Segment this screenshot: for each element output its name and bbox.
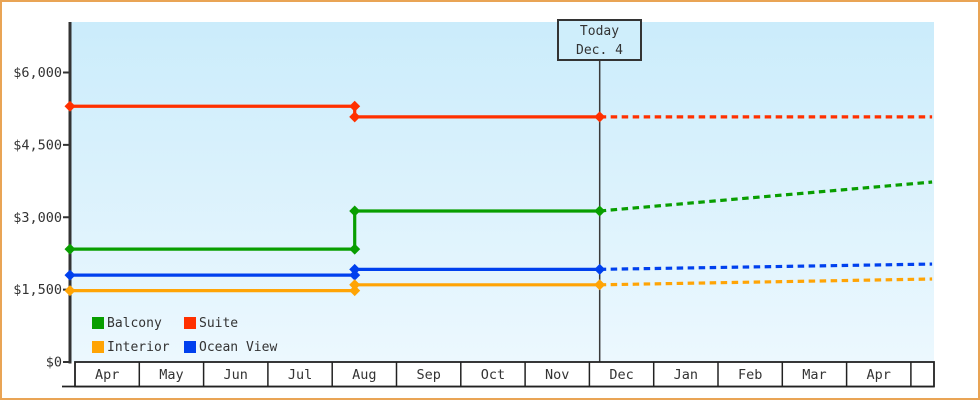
month-label: Apr	[867, 367, 891, 383]
month-label: Sep	[416, 367, 440, 383]
today-marker-box: Today Dec. 4	[557, 19, 642, 61]
data-point-marker	[594, 263, 606, 275]
month-label: Apr	[95, 367, 119, 383]
data-point-marker	[64, 100, 76, 112]
data-point-marker	[64, 243, 76, 255]
month-label: Dec	[609, 367, 633, 383]
data-point-marker	[349, 111, 361, 123]
series-forecast-line	[599, 277, 933, 287]
legend-item-balcony: Balcony	[92, 316, 184, 331]
month-label: Mar	[802, 367, 826, 383]
legend-swatch-icon	[184, 341, 196, 353]
today-label: Today	[579, 24, 620, 39]
legend-item-ocean-view: Ocean View	[184, 340, 277, 355]
y-axis-tick-label: $3,000	[13, 210, 62, 226]
data-point-marker	[349, 263, 361, 275]
data-point-marker	[349, 269, 361, 281]
month-table	[74, 361, 935, 388]
data-point-marker	[64, 269, 76, 281]
data-point-marker	[64, 285, 76, 297]
data-point-marker	[594, 205, 606, 217]
month-label: Jul	[288, 367, 312, 383]
series-forecast-line	[599, 180, 933, 213]
month-label: Jan	[674, 367, 698, 383]
month-label: Nov	[545, 367, 569, 383]
series-history-line	[69, 209, 600, 251]
legend-item-suite: Suite	[184, 316, 277, 331]
legend-label: Balcony	[107, 315, 162, 331]
data-point-marker	[349, 243, 361, 255]
legend-item-interior: Interior	[92, 340, 184, 355]
legend-label: Suite	[199, 315, 239, 331]
data-point-marker	[349, 205, 361, 217]
legend-swatch-icon	[92, 317, 104, 329]
data-point-marker	[349, 279, 361, 291]
data-point-marker	[594, 279, 606, 291]
month-label: Aug	[352, 367, 376, 383]
plot-area	[71, 22, 934, 362]
y-axis-tick-label: $1,500	[13, 282, 62, 298]
y-axis-tick-label: $0	[46, 355, 62, 371]
data-point-marker	[349, 100, 361, 112]
month-label: Jun	[224, 367, 248, 383]
chart-legend: Balcony Suite Interior Ocean View	[92, 311, 277, 359]
month-label: Oct	[481, 367, 505, 383]
month-label: Feb	[738, 367, 762, 383]
legend-label: Interior	[107, 339, 170, 355]
legend-swatch-icon	[184, 317, 196, 329]
data-point-marker	[349, 285, 361, 297]
y-axis-tick-label: $4,500	[13, 137, 62, 153]
legend-label: Ocean View	[199, 339, 278, 355]
month-label: May	[159, 367, 183, 383]
legend-swatch-icon	[92, 341, 104, 353]
data-point-marker	[594, 111, 606, 123]
y-axis-tick-label: $6,000	[13, 65, 62, 81]
series-forecast-line	[599, 262, 933, 271]
today-date: Dec. 4	[576, 43, 623, 58]
